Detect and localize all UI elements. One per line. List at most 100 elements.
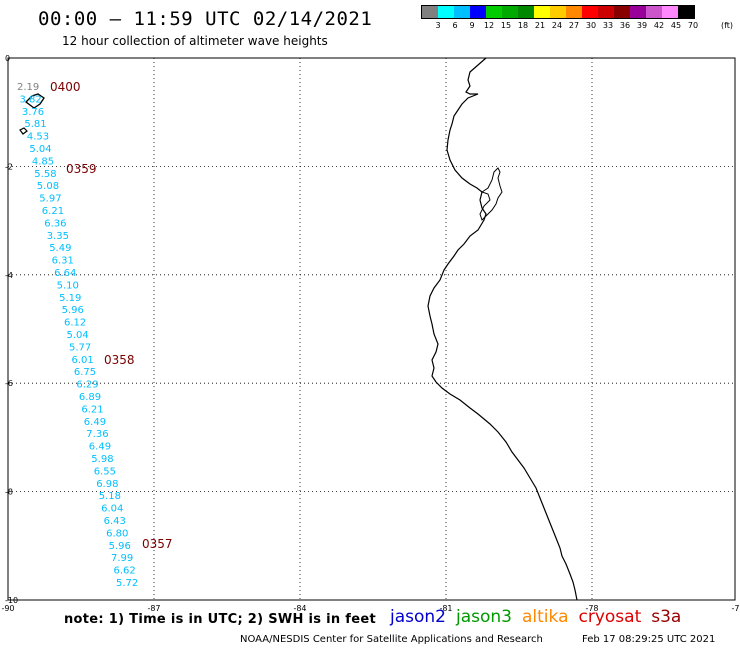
y-tick-label: 0 (5, 54, 10, 63)
legend-color-bar (421, 5, 695, 19)
legend-swatch (678, 6, 694, 18)
time-labels: 0400 0359 0358 0357 (50, 80, 173, 551)
legend-swatch (534, 6, 550, 18)
wave-height-label: 6.31 (52, 256, 74, 267)
time-label: 0357 (142, 537, 173, 551)
legend-swatch (438, 6, 454, 18)
wave-height-label: 6.62 (114, 566, 136, 577)
legend-swatch (598, 6, 614, 18)
wave-height-label: 6.36 (44, 218, 66, 229)
wave-height-label: 5.08 (37, 181, 59, 192)
wave-height-label: 5.96 (62, 305, 84, 316)
wave-height-label: 6.49 (84, 417, 106, 428)
wave-height-label: 6.75 (74, 367, 96, 378)
legend-label: 42 (653, 21, 665, 30)
wave-height-label: 2.19 (17, 82, 39, 93)
wave-height-label: 5.97 (39, 194, 61, 205)
wave-height-label: 6.04 (101, 504, 123, 515)
wave-height-label: 6.55 (94, 466, 116, 477)
legend-label: 36 (619, 21, 631, 30)
legend-swatch (662, 6, 678, 18)
legend-swatch (630, 6, 646, 18)
map-frame (7, 57, 736, 601)
wave-height-label: 6.49 (89, 442, 111, 453)
wave-height-label: 6.21 (81, 404, 103, 415)
legend-label: 24 (551, 21, 563, 30)
x-tick-label: -84 (293, 604, 306, 613)
y-tick-label: -10 (5, 596, 18, 605)
wave-height-label: 5.49 (49, 243, 71, 254)
map-axes: -90 -87 -84 -81 -78 -75 0 -2 -4 -6 -8 -10 (1, 54, 740, 613)
legend-swatch (422, 6, 438, 18)
legend-unit: (ft) (721, 21, 734, 30)
wave-height-label: 5.10 (57, 280, 79, 291)
wave-height-label: 3.35 (47, 231, 69, 242)
legend-label: 30 (585, 21, 597, 30)
legend-label: 18 (517, 21, 529, 30)
wave-height-label: 6.64 (54, 268, 76, 279)
satellite-legend: jason2 jason3 altika cryosat s3a (390, 607, 691, 627)
time-label: 0359 (66, 162, 97, 176)
island-south (19, 127, 28, 135)
note-text: note: 1) Time is in UTC; 2) SWH is in fe… (64, 612, 376, 627)
wave-height-label: 5.58 (34, 169, 56, 180)
legend-label: 12 (483, 21, 495, 30)
wave-height-label: 6.01 (72, 355, 94, 366)
y-tick-label: -8 (5, 488, 13, 497)
wave-height-label: 5.72 (116, 578, 138, 589)
wave-height-label: 6.80 (106, 528, 128, 539)
map-subtitle: 12 hour collection of altimeter wave hei… (62, 34, 328, 48)
legend-label: 27 (568, 21, 580, 30)
wave-height-label: 6.21 (42, 206, 64, 217)
x-tick-label: -90 (1, 604, 14, 613)
wave-height-legend: (ft) 3 6 9 12 15 18 21 24 27 30 33 36 39 42 45 70 (421, 5, 733, 33)
time-label: 0400 (50, 80, 81, 94)
wave-height-label: 6.12 (64, 318, 86, 329)
wave-height-label: 7.99 (111, 553, 133, 564)
wave-height-label: 5.19 (59, 293, 81, 304)
legend-swatch (582, 6, 598, 18)
wave-height-label: 5.77 (69, 342, 91, 353)
satellite-jason2: jason2 (390, 607, 446, 627)
wave-height-label: 6.98 (96, 479, 118, 490)
satellite-s3a: s3a (651, 607, 682, 627)
legend-label: 9 (469, 21, 475, 30)
y-tick-label: -4 (5, 271, 13, 280)
legend-label: 45 (670, 21, 682, 30)
altimeter-track: 2.193.823.765.814.535.044.855.585.085.97… (17, 82, 138, 589)
wave-height-label: 5.98 (91, 454, 113, 465)
legend-swatch (502, 6, 518, 18)
legend-label: 70 (687, 21, 699, 30)
legend-label: 3 (435, 21, 441, 30)
wave-height-label: 5.96 (109, 541, 131, 552)
legend-swatch (566, 6, 582, 18)
wave-height-label: 3.82 (20, 94, 42, 105)
legend-label: 21 (534, 21, 546, 30)
wave-height-label: 4.85 (32, 156, 54, 167)
satellite-altika: altika (522, 607, 569, 627)
y-tick-label: -6 (5, 379, 13, 388)
legend-labels: (ft) 3 6 9 12 15 18 21 24 27 30 33 36 39 42 45 70 (421, 19, 733, 33)
island-north (25, 93, 45, 109)
x-tick-label: -78 (585, 604, 598, 613)
wave-height-label: 6.43 (104, 516, 126, 527)
wave-height-label: 6.89 (79, 392, 101, 403)
wave-height-label: 6.29 (76, 380, 98, 391)
wave-height-label: 5.04 (29, 144, 51, 155)
legend-swatch (454, 6, 470, 18)
wave-height-label: 5.04 (67, 330, 89, 341)
satellite-cryosat: cryosat (578, 607, 642, 627)
satellite-jason3: jason3 (456, 607, 512, 627)
legend-label: 15 (500, 21, 512, 30)
legend-label: 33 (602, 21, 614, 30)
estuary (479, 167, 503, 221)
legend-swatch (518, 6, 534, 18)
wave-height-label: 5.18 (99, 491, 121, 502)
wave-height-label: 3.76 (22, 107, 44, 118)
legend-label: 39 (636, 21, 648, 30)
legend-label: 6 (452, 21, 458, 30)
legend-swatch (470, 6, 486, 18)
time-label: 0358 (104, 353, 135, 367)
x-tick-label: -75 (731, 604, 740, 613)
map-title: 00:00 – 11:59 UTC 02/14/2021 (38, 8, 373, 30)
